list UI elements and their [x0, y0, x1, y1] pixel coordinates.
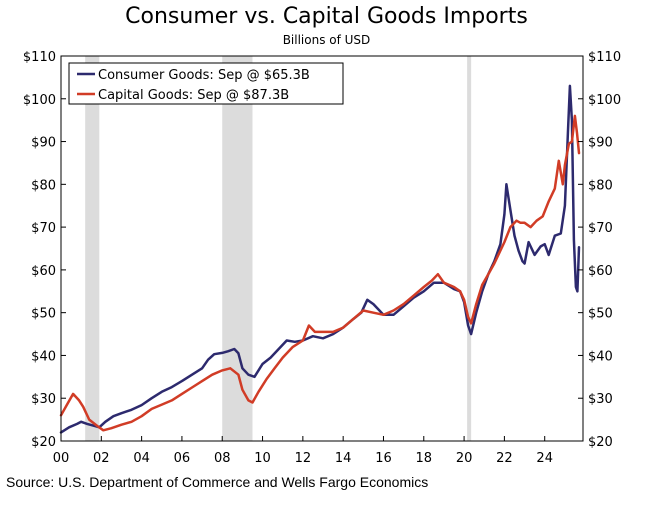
y-tick-label-left: $100 [23, 93, 56, 108]
source-note: Source: U.S. Department of Commerce and … [6, 474, 429, 490]
x-tick-label: 06 [174, 451, 191, 466]
legend-label-capital: Capital Goods: Sep @ $87.3B [98, 88, 289, 103]
y-tick-label-left: $30 [31, 392, 56, 407]
x-tick-label: 00 [53, 451, 70, 466]
recession-band-2 [467, 56, 472, 441]
plot-frame [60, 55, 584, 442]
x-tick-label: 14 [335, 451, 352, 466]
legend: Consumer Goods: Sep @ $65.3B Capital Goo… [68, 62, 344, 105]
y-tick-label-left: $110 [23, 50, 56, 65]
recession-band-0 [85, 56, 100, 441]
series-line-0 [59, 84, 581, 434]
y-tick-label-right: $80 [588, 178, 613, 193]
y-tick-label-left: $50 [31, 307, 56, 322]
chart-subtitle: Billions of USD [282, 33, 371, 47]
legend-label-consumer: Consumer Goods: Sep @ $65.3B [98, 68, 310, 83]
x-tick-label: 18 [416, 451, 433, 466]
y-tick-label-left: $20 [31, 435, 56, 450]
x-tick-label: 04 [133, 451, 150, 466]
chart: $110 $110 $100 $100 $90 $90 $80 $80 $70 $70 $60 $60… [23, 50, 621, 466]
y-tick-label-left: $60 [31, 264, 56, 279]
recession-shading [85, 56, 472, 441]
y-tick-label-right: $110 [588, 50, 621, 65]
legend-box [68, 62, 344, 105]
x-tick-label: 02 [93, 451, 110, 466]
x-tick-label: 20 [456, 451, 473, 466]
x-tick-label: 10 [254, 451, 271, 466]
y-tick-label-left: $40 [31, 349, 56, 364]
y-tick-label-right: $50 [588, 307, 613, 322]
series-lines [59, 84, 581, 434]
series-line-1 [59, 114, 581, 432]
y-tick-label-right: $100 [588, 93, 621, 108]
x-tick-label: 16 [375, 451, 392, 466]
y-tick-label-right: $40 [588, 349, 613, 364]
x-tick-label: 24 [536, 451, 553, 466]
y-tick-label-left: $70 [31, 221, 56, 236]
recession-band-1 [222, 56, 253, 441]
y-tick-label-left: $80 [31, 178, 56, 193]
chart-title: Consumer vs. Capital Goods Imports [125, 4, 528, 29]
x-tick-label: 08 [214, 451, 231, 466]
x-tick-label: 12 [295, 451, 312, 466]
y-tick-label-right: $20 [588, 435, 613, 450]
axis-ticks: $110 $110 $100 $100 $90 $90 $80 $80 $70 $70 $60 $60… [23, 50, 621, 466]
y-tick-label-right: $90 [588, 136, 613, 151]
y-tick-label-left: $90 [31, 136, 56, 151]
y-tick-label-right: $70 [588, 221, 613, 236]
y-tick-label-right: $60 [588, 264, 613, 279]
y-tick-label-right: $30 [588, 392, 613, 407]
x-tick-label: 22 [496, 451, 513, 466]
